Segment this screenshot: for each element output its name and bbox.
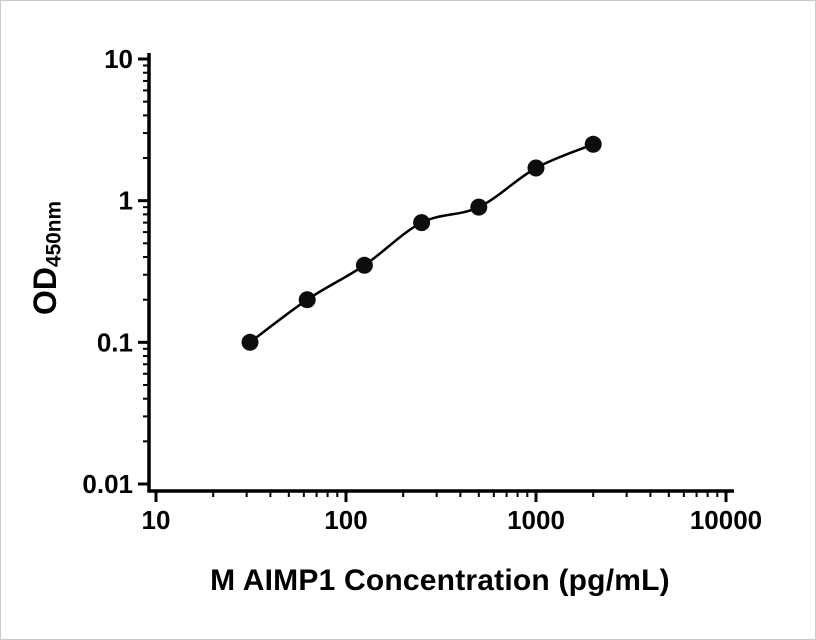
y-axis-title-main: OD (27, 266, 63, 315)
x-tick-label: 1000 (507, 505, 565, 535)
x-tick-label: 100 (324, 505, 367, 535)
data-point (298, 291, 316, 309)
y-tick-label: 10 (104, 44, 133, 74)
y-tick-label: 1 (119, 186, 133, 216)
x-tick-label: 10 (142, 505, 171, 535)
y-tick-label: 0.1 (97, 327, 133, 357)
data-point (527, 159, 545, 177)
x-axis-title: M AIMP1 Concentration (pg/mL) (210, 564, 670, 597)
data-point (470, 198, 488, 216)
x-tick-label: 10000 (690, 505, 762, 535)
y-axis-title: OD450nm (27, 148, 67, 368)
axis-lines (147, 53, 734, 493)
y-axis-title-subscript: 450nm (42, 201, 66, 267)
data-point (241, 333, 259, 351)
y-tick-label: 0.01 (82, 469, 133, 499)
data-point (584, 135, 602, 153)
data-point (355, 256, 373, 274)
data-point (413, 214, 431, 232)
